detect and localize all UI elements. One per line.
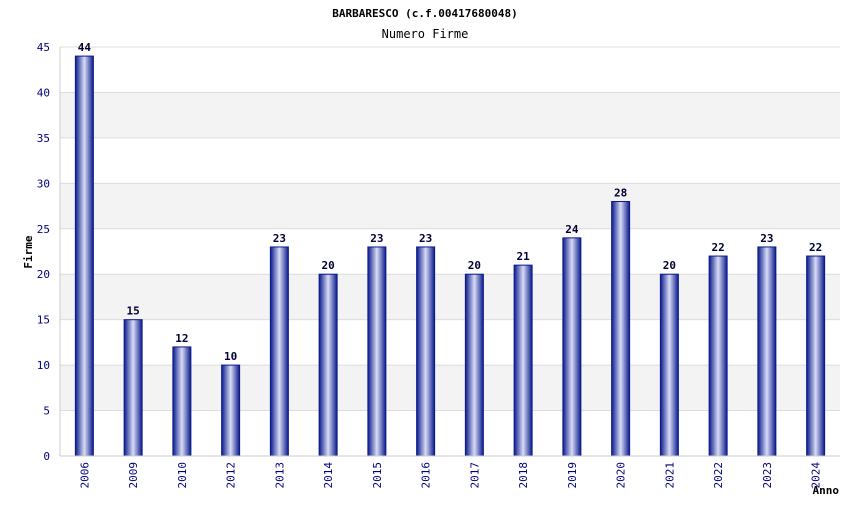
data-labels: 44 15 12 10 23 20 23 23 20 21 24 28 20 22 23 22: [78, 41, 823, 363]
data-label: 15: [127, 305, 140, 318]
x-tick-label: 2016: [420, 462, 433, 489]
bar: [659, 273, 679, 457]
x-tick-labels: 2006 2009 2010 2012 2013 2014 2015 2016 2017 2018…: [78, 462, 822, 489]
grid-band: [60, 183, 840, 229]
chart-subtitle: Numero Firme: [382, 27, 469, 41]
x-tick-label: 2020: [615, 462, 628, 489]
chart-title: BARBARESCO (c.f.00417680048): [332, 7, 517, 20]
bar: [611, 201, 631, 457]
data-label: 23: [273, 232, 286, 245]
x-tick-label: 2014: [322, 462, 335, 489]
data-label: 10: [224, 350, 237, 363]
y-tick-labels: 0 5 10 15 20 25 30 35 40 45: [37, 41, 50, 463]
data-label: 20: [322, 259, 335, 272]
y-tick-label: 25: [37, 223, 50, 236]
bars: [74, 55, 826, 457]
bar: [318, 273, 338, 457]
y-tick-label: 45: [37, 41, 50, 54]
x-tick-label: 2013: [273, 462, 286, 489]
x-tick-label: 2022: [712, 462, 725, 489]
data-label: 28: [614, 187, 627, 200]
y-tick-label: 30: [37, 177, 50, 190]
bar: [416, 246, 436, 457]
axes: [59, 47, 840, 457]
x-tick-label: 2009: [127, 462, 140, 489]
y-axis-label: Firme: [22, 235, 35, 268]
bar: [123, 319, 143, 457]
data-label: 44: [78, 41, 92, 54]
bar: [513, 264, 533, 457]
x-tick-label: 2024: [810, 462, 823, 489]
y-tick-label: 15: [37, 314, 50, 327]
x-axis-label: Anno: [813, 484, 840, 497]
data-label: 12: [175, 332, 188, 345]
bar: [172, 346, 192, 457]
bar: [367, 246, 387, 457]
x-tick-label: 2012: [225, 462, 238, 489]
data-label: 22: [712, 241, 725, 254]
bar: [269, 246, 289, 457]
x-tick-label: 2017: [468, 462, 481, 489]
grid-band: [60, 92, 840, 138]
y-tick-label: 10: [37, 359, 50, 372]
x-tick-label: 2010: [176, 462, 189, 489]
data-label: 23: [370, 232, 383, 245]
y-tick-label: 20: [37, 268, 50, 281]
bar: [221, 364, 241, 457]
data-label: 20: [468, 259, 481, 272]
data-label: 23: [419, 232, 432, 245]
bar: [464, 273, 484, 457]
x-tick-label: 2019: [566, 462, 579, 489]
data-label: 21: [517, 250, 531, 263]
x-tick-label: 2023: [761, 462, 774, 489]
data-label: 20: [663, 259, 676, 272]
y-tick-label: 5: [43, 405, 50, 418]
x-tick-label: 2018: [517, 462, 530, 489]
bar: [806, 255, 826, 457]
bar: [708, 255, 728, 457]
y-tick-label: 0: [43, 450, 50, 463]
data-label: 22: [809, 241, 822, 254]
x-tick-label: 2021: [663, 462, 676, 489]
x-tick-label: 2006: [78, 462, 91, 489]
bar: [562, 237, 582, 457]
y-tick-label: 35: [37, 132, 50, 145]
data-label: 23: [760, 232, 773, 245]
x-tick-label: 2015: [371, 462, 384, 489]
data-label: 24: [565, 223, 579, 236]
bar: [74, 55, 94, 457]
y-tick-label: 40: [37, 86, 50, 99]
bar: [757, 246, 777, 457]
